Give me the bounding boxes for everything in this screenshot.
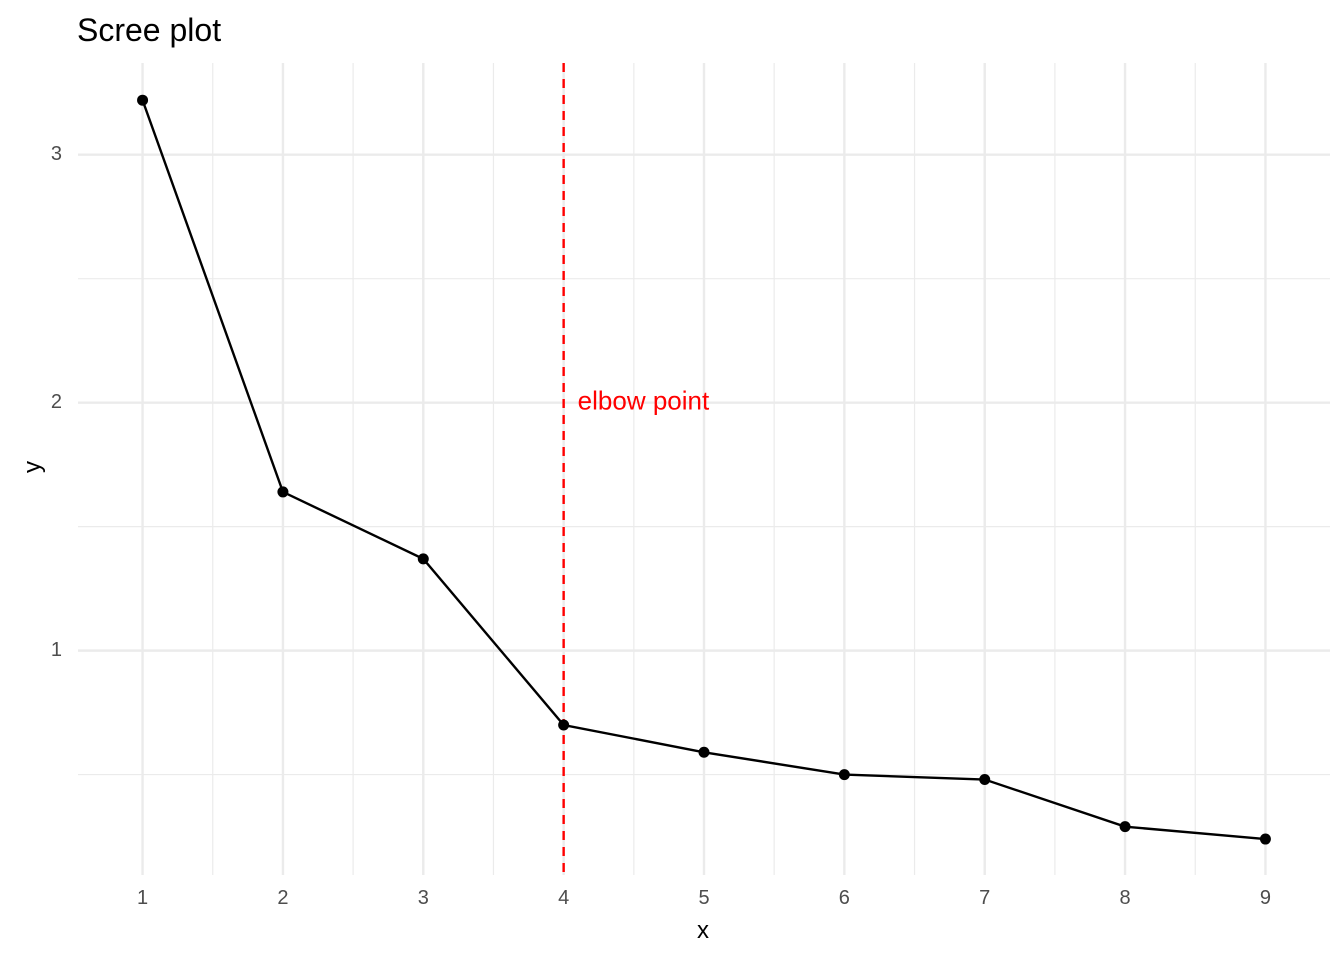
ticks-layer: 1 2 3 4 5 6 7 8 9 1 2 3 <box>51 143 1271 909</box>
x-tick-label: 1 <box>137 887 148 909</box>
y-axis-title: y <box>19 461 46 473</box>
x-tick-label: 2 <box>277 887 288 909</box>
x-axis-title: x <box>697 917 709 944</box>
chart-title: Scree plot <box>77 12 221 48</box>
data-point <box>558 719 570 731</box>
x-tick-label: 3 <box>418 887 429 909</box>
x-tick-label: 8 <box>1120 887 1131 909</box>
x-tick-label: 5 <box>698 887 709 909</box>
series-layer <box>137 94 1271 845</box>
data-point <box>979 774 991 786</box>
grid <box>78 63 1330 875</box>
data-point <box>277 486 289 498</box>
data-point <box>417 553 429 565</box>
x-tick-label: 6 <box>839 887 850 909</box>
data-point <box>838 769 850 781</box>
y-tick-label: 2 <box>51 391 62 413</box>
data-point <box>1259 833 1271 845</box>
data-point <box>698 746 710 758</box>
y-tick-label: 3 <box>51 143 62 165</box>
y-tick-label: 1 <box>51 639 62 661</box>
data-point <box>137 94 149 106</box>
x-tick-label: 4 <box>558 887 569 909</box>
elbow-annotation: elbow point <box>578 386 710 416</box>
x-tick-label: 9 <box>1260 887 1271 909</box>
x-tick-label: 7 <box>979 887 990 909</box>
data-point <box>1119 821 1131 833</box>
